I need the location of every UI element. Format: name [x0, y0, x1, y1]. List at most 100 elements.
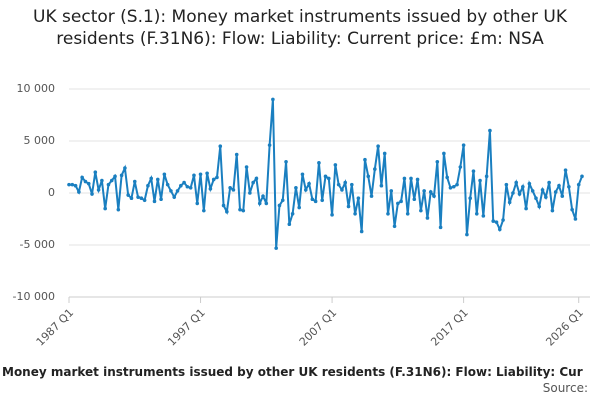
point [225, 209, 229, 214]
x-tick-label: 2026 Q1 [543, 306, 586, 349]
point [517, 192, 522, 196]
point [376, 144, 380, 148]
point [211, 177, 216, 182]
point [465, 232, 469, 237]
point [77, 190, 81, 194]
point [576, 182, 581, 187]
point [215, 175, 219, 180]
chart: 10 000 5 000 0 -5 000 -10 000 1987 Q1 1997 Q1 2… [13, 82, 590, 349]
point [280, 198, 285, 203]
point [67, 182, 71, 187]
point [307, 181, 311, 186]
point [198, 172, 203, 177]
point [369, 194, 374, 198]
point [208, 187, 213, 191]
point [109, 178, 114, 183]
point [320, 198, 325, 203]
point [132, 179, 137, 184]
point [152, 199, 157, 204]
point [139, 196, 144, 200]
point [80, 175, 84, 180]
point [471, 169, 476, 173]
point [330, 213, 334, 217]
point [93, 170, 98, 174]
point [234, 152, 239, 157]
point [409, 176, 413, 181]
point [162, 172, 167, 177]
point [389, 189, 394, 193]
y-tick-label: 0 [48, 186, 55, 199]
point [179, 183, 183, 188]
point [90, 192, 94, 196]
point [468, 196, 472, 200]
point [521, 184, 525, 189]
point [481, 214, 486, 218]
point [172, 195, 177, 199]
point [310, 197, 315, 202]
point [297, 205, 301, 210]
point [530, 189, 535, 193]
point [419, 208, 423, 213]
point [244, 165, 249, 169]
point [474, 212, 479, 216]
point [231, 188, 236, 192]
point [350, 182, 354, 187]
point [359, 229, 364, 234]
point [527, 181, 532, 186]
y-tick-label: -5 000 [20, 238, 55, 251]
point [86, 181, 91, 186]
point [550, 208, 555, 213]
point [277, 203, 282, 208]
point [451, 184, 456, 189]
caption: Money market instruments issued by other… [2, 365, 583, 379]
point [455, 182, 459, 187]
point [284, 160, 288, 164]
point [274, 246, 278, 250]
point [202, 208, 206, 213]
point [547, 180, 551, 185]
point [340, 188, 344, 192]
point [438, 225, 443, 230]
point [573, 217, 578, 221]
series-line [69, 99, 583, 249]
point [326, 176, 331, 181]
point [264, 201, 269, 206]
point [497, 227, 502, 232]
point [106, 182, 111, 187]
point [182, 180, 186, 185]
point [445, 175, 449, 180]
point [241, 208, 246, 213]
point [251, 180, 255, 185]
point [333, 163, 338, 167]
point [103, 206, 107, 211]
source: Source: [542, 381, 588, 395]
point [165, 182, 170, 187]
point [96, 188, 101, 192]
point [386, 212, 390, 216]
point [442, 151, 446, 156]
point [313, 199, 318, 204]
point [116, 207, 121, 212]
point [300, 172, 305, 177]
point [221, 203, 226, 208]
point [511, 191, 515, 195]
point [188, 186, 193, 190]
point [373, 167, 377, 171]
point [402, 176, 407, 181]
point [257, 201, 262, 206]
point [524, 206, 528, 211]
point [346, 204, 351, 209]
point [73, 183, 78, 188]
x-tick-label: 2017 Q1 [428, 306, 471, 349]
point [396, 201, 400, 206]
point [323, 174, 328, 179]
point [271, 97, 275, 102]
point [478, 178, 482, 183]
point [70, 182, 75, 187]
x-tick-label: 2007 Q1 [297, 306, 340, 349]
point [205, 171, 209, 176]
point [494, 220, 499, 224]
point [254, 176, 259, 181]
point [149, 176, 154, 181]
